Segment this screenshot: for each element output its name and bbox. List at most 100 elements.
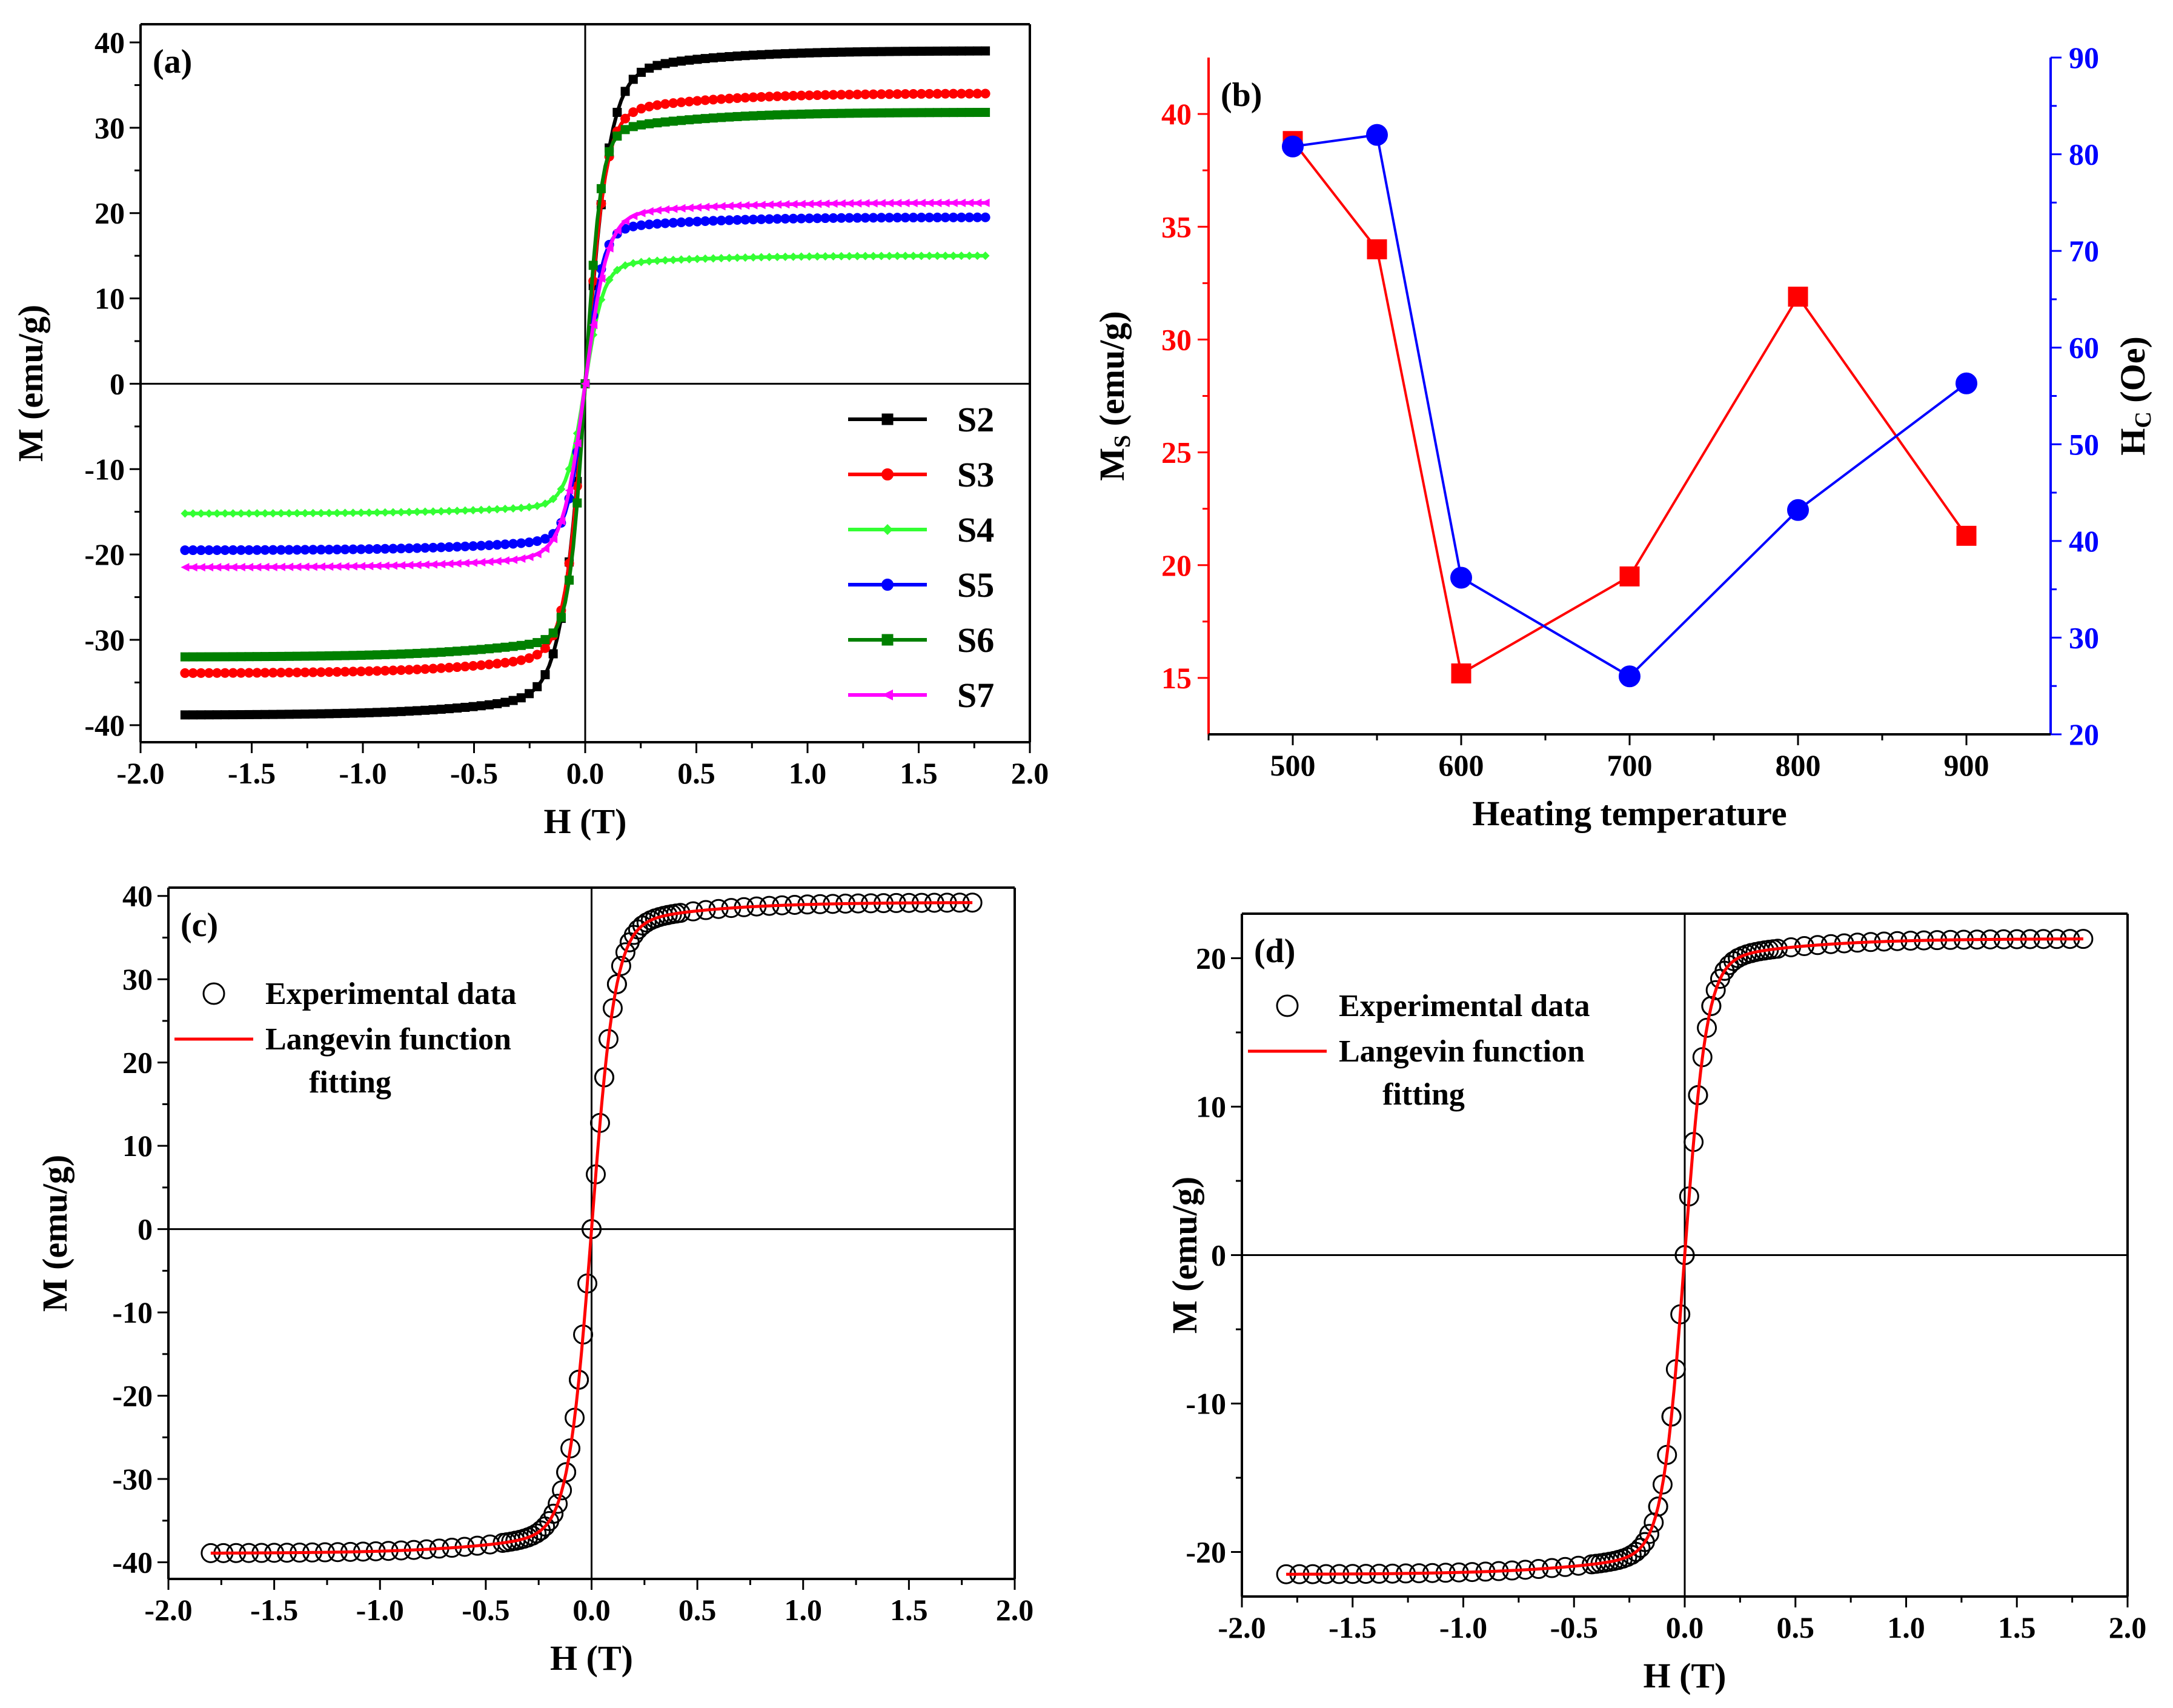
y-axis-label: M (emu/g) — [35, 1155, 75, 1312]
legend-label-fit: Langevin function — [265, 1022, 511, 1057]
data-point — [340, 544, 350, 554]
data-point — [708, 95, 718, 105]
data-point — [813, 252, 822, 261]
x-axis-label: H (T) — [550, 1638, 633, 1678]
legend-label: S7 — [957, 676, 994, 715]
data-point — [917, 108, 926, 118]
data-point — [500, 539, 510, 550]
data-point — [509, 555, 518, 564]
data-point — [780, 49, 790, 59]
data-point — [532, 650, 542, 660]
data-point — [348, 562, 357, 571]
data-point — [981, 108, 990, 117]
data-point — [180, 545, 190, 556]
right-y-tick-label: 60 — [2069, 331, 2099, 365]
data-point — [180, 652, 190, 662]
data-point — [877, 47, 886, 56]
data-point — [692, 203, 702, 212]
x-tick-label: 700 — [1607, 748, 1653, 782]
data-point — [340, 508, 350, 517]
data-point — [733, 201, 742, 210]
data-point — [484, 644, 494, 654]
data-point — [628, 221, 639, 231]
data-point — [924, 212, 935, 222]
data-point — [516, 693, 526, 703]
data-point — [228, 563, 237, 572]
data-point — [316, 651, 326, 661]
data-point — [956, 88, 966, 99]
data-point — [213, 509, 222, 518]
data-point — [892, 108, 902, 118]
data-point — [485, 505, 494, 514]
right-y-label-main: H — [2113, 428, 2152, 456]
data-point — [452, 662, 462, 673]
y-tick-label: 10 — [122, 1129, 153, 1163]
data-point — [981, 251, 990, 261]
data-point — [725, 52, 734, 61]
data-point — [757, 111, 766, 121]
data-point — [765, 110, 774, 120]
data-point — [244, 545, 254, 555]
data-point — [380, 665, 390, 676]
data-point — [972, 108, 982, 118]
data-point — [924, 46, 934, 56]
legend-label-fit-2: fitting — [309, 1065, 391, 1100]
data-point — [228, 545, 238, 555]
data-point — [652, 118, 662, 128]
data-point — [620, 113, 631, 124]
data-point — [684, 217, 694, 227]
data-point — [812, 213, 823, 224]
data-point — [420, 560, 430, 570]
data-point — [732, 111, 742, 121]
data-point — [428, 648, 438, 657]
data-point — [524, 653, 534, 663]
data-point — [844, 108, 854, 118]
left-y-tick-label: 25 — [1161, 436, 1192, 470]
legend-marker — [882, 690, 893, 700]
data-point — [436, 647, 446, 657]
data-point — [860, 108, 870, 118]
legend-marker — [881, 468, 894, 480]
data-point — [685, 55, 694, 65]
data-point — [804, 90, 814, 101]
data-point — [476, 540, 486, 551]
data-point — [516, 538, 526, 548]
data-point — [877, 199, 886, 208]
data-point — [228, 710, 238, 720]
data-point — [196, 545, 206, 556]
data-point — [909, 199, 918, 208]
x-tick-label: 500 — [1270, 748, 1316, 782]
data-point — [493, 557, 502, 566]
data-point — [581, 379, 589, 388]
data-point — [357, 562, 366, 571]
data-point — [325, 508, 334, 517]
data-point — [340, 562, 350, 571]
data-point — [188, 545, 198, 556]
data-point — [796, 213, 806, 224]
data-point — [556, 613, 566, 622]
data-point — [820, 109, 830, 119]
legend-label-fit-2: fitting — [1382, 1077, 1465, 1112]
data-point — [317, 508, 326, 517]
data-point — [877, 251, 886, 261]
data-point — [525, 689, 534, 699]
data-point — [860, 213, 871, 223]
data-point — [869, 47, 878, 56]
data-point — [965, 198, 974, 207]
data-point — [900, 89, 911, 99]
data-point — [557, 485, 566, 494]
data-point — [917, 47, 926, 56]
data-point — [356, 666, 367, 677]
x-tick-label: 0.5 — [678, 1593, 717, 1627]
data-point — [397, 561, 406, 570]
data-point — [941, 198, 950, 207]
right-y-tick-label: 80 — [2069, 138, 2099, 171]
data-point — [181, 563, 190, 572]
data-point — [284, 667, 294, 677]
data-point — [933, 198, 942, 207]
data-point — [244, 668, 254, 678]
data-point — [252, 668, 262, 678]
data-point — [885, 251, 894, 261]
data-point — [645, 257, 654, 266]
data-point — [844, 90, 854, 100]
